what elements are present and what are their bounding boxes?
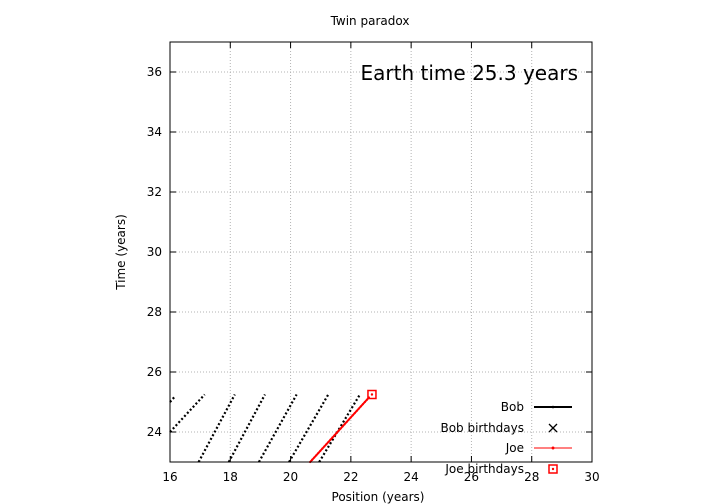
x-tick-label: 30 <box>584 470 599 484</box>
legend-swatch-bob-dot <box>551 405 555 409</box>
grid <box>170 42 592 462</box>
joe-point <box>321 447 324 450</box>
joe-birthday-marker <box>367 389 377 400</box>
bob-worldline <box>257 393 298 463</box>
joe-point <box>329 438 332 441</box>
joe-point <box>323 445 326 448</box>
joe-point <box>335 431 338 435</box>
y-tick-label: 26 <box>147 365 162 379</box>
bob-worldline <box>227 393 266 463</box>
y-tick-label: 34 <box>147 125 162 139</box>
legend: Bob Bob birthdays Joe Joe birthdays <box>440 400 572 476</box>
joe-point <box>313 456 316 459</box>
legend-swatch-joe-birthdays-dot <box>551 467 555 471</box>
joe-point <box>319 449 322 452</box>
y-tick-label: 32 <box>147 185 162 199</box>
bob-worldline <box>169 393 206 433</box>
joe-point <box>345 420 348 424</box>
y-tick-label: 36 <box>147 65 162 79</box>
legend-label: Bob <box>501 400 524 414</box>
joe-point <box>341 425 344 428</box>
y-tick-label: 28 <box>147 305 162 319</box>
bob-worldline <box>288 393 330 463</box>
annotation-text: Earth time 25.3 years <box>361 61 578 85</box>
x-tick-label: 24 <box>404 470 419 484</box>
legend-swatch-bob-birthdays <box>548 423 558 433</box>
legend-label: Joe <box>505 441 524 455</box>
plot-data <box>169 389 377 464</box>
x-axis-label: Position (years) <box>332 490 425 504</box>
joe-point <box>361 403 364 406</box>
joe-point <box>353 411 356 415</box>
joe-point <box>349 416 352 419</box>
legend-label: Joe birthdays <box>444 462 524 476</box>
y-tick-label: 30 <box>147 245 162 259</box>
joe-point <box>331 436 334 439</box>
joe-point <box>355 409 358 412</box>
y-tick-label: 24 <box>147 425 162 439</box>
joe-point <box>337 429 340 432</box>
ticks: 16 18 20 22 24 26 28 30 24 26 28 30 32 34 36 <box>147 42 600 484</box>
legend-label: Bob birthdays <box>440 421 524 435</box>
joe-point <box>333 434 336 437</box>
joe-point <box>347 418 350 421</box>
joe-point <box>315 454 318 457</box>
bob-worldline <box>169 396 176 403</box>
joe-point <box>363 400 366 404</box>
joe-birthday-center <box>370 393 374 396</box>
x-tick-label: 16 <box>162 470 177 484</box>
joe-point <box>351 414 354 417</box>
x-tick-label: 26 <box>464 470 479 484</box>
joe-point <box>359 405 362 408</box>
joe-point <box>343 423 346 426</box>
joe-point <box>317 452 320 455</box>
joe-point <box>357 407 360 410</box>
legend-swatch-joe-birthdays <box>548 464 558 474</box>
joe-point <box>311 458 314 461</box>
joe-point <box>325 443 328 446</box>
y-axis-label: Time (years) <box>114 214 128 291</box>
x-tick-label: 22 <box>343 470 358 484</box>
legend-swatch-joe-dot <box>551 446 555 450</box>
joe-point <box>327 440 330 444</box>
joe-point <box>339 427 342 430</box>
bob-worldline <box>197 393 236 463</box>
x-tick-label: 18 <box>223 470 238 484</box>
x-tick-label: 20 <box>283 470 298 484</box>
chart-title: Twin paradox <box>330 14 410 28</box>
x-tick-label: 28 <box>524 470 539 484</box>
